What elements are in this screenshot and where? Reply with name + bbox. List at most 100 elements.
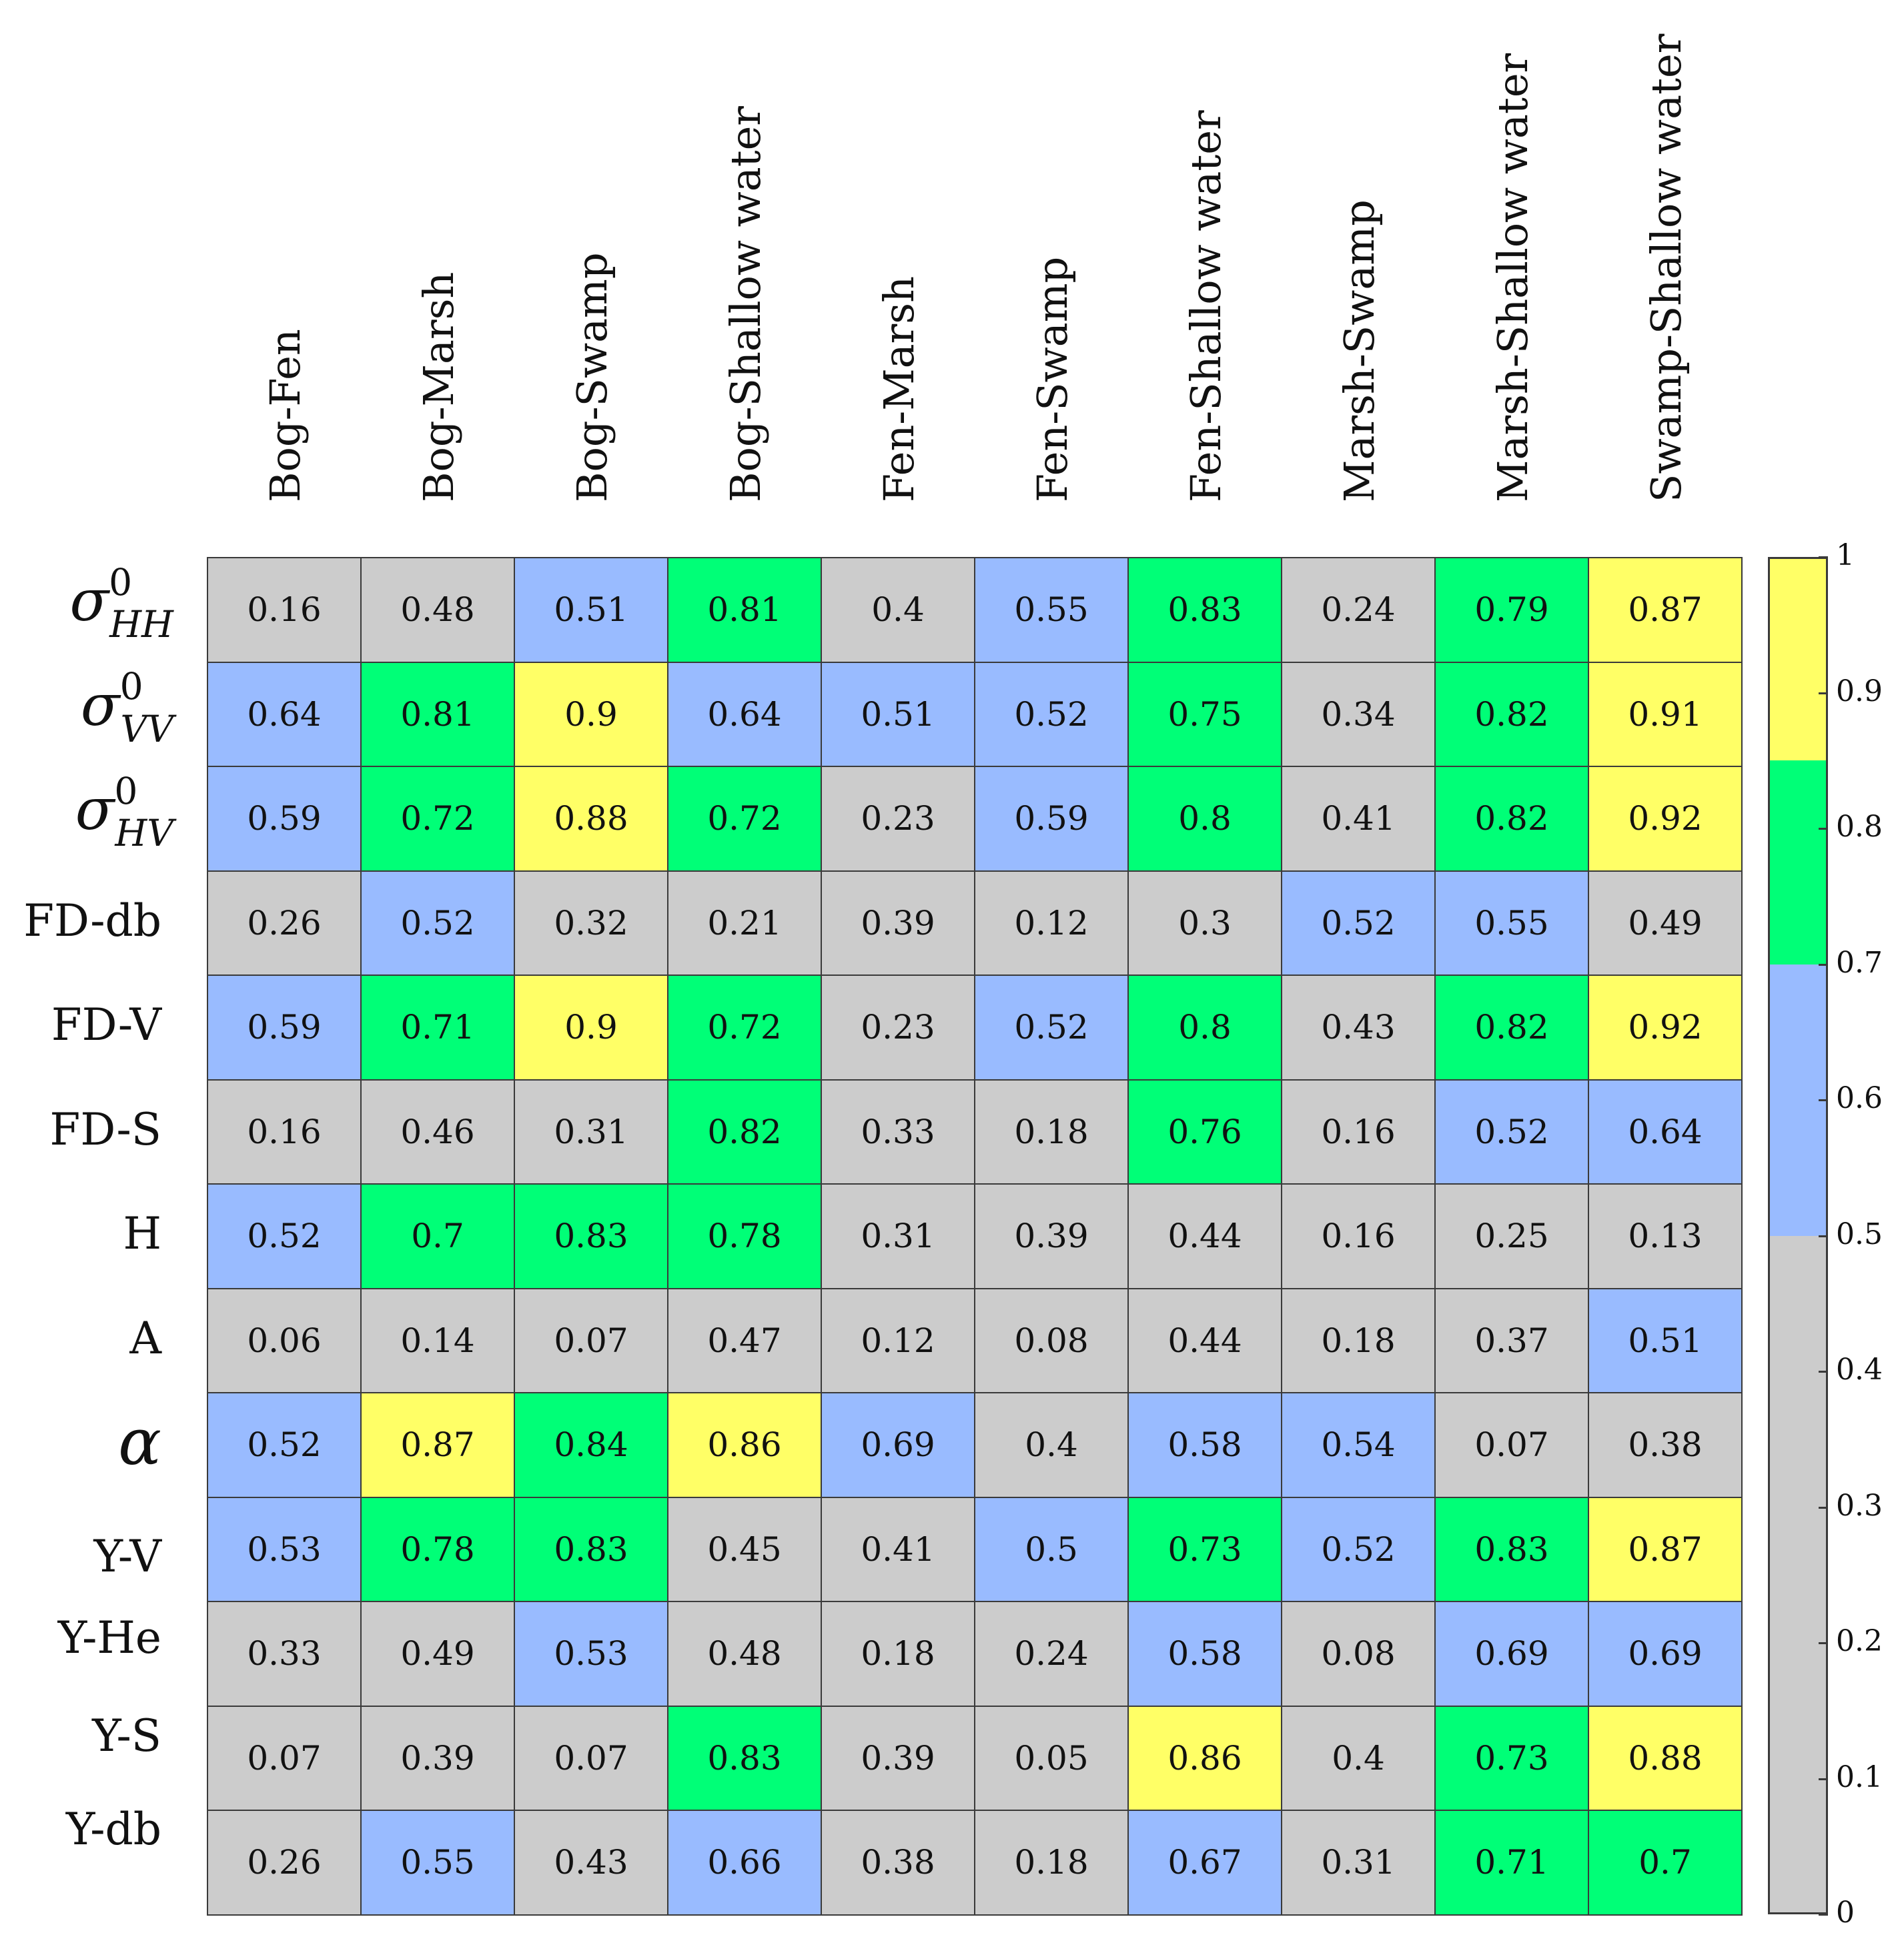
heatmap-cell: 0.26 (207, 1810, 362, 1916)
heatmap-cell: 0.52 (974, 974, 1129, 1081)
heatmap-cell: 0.88 (1588, 1705, 1743, 1811)
heatmap-cell: 0.23 (821, 974, 975, 1081)
heatmap-cell: 0.4 (821, 557, 975, 663)
heatmap-cell: 0.72 (667, 766, 822, 872)
heatmap-cell: 0.49 (1588, 870, 1743, 976)
heatmap-cell: 0.55 (1434, 870, 1589, 976)
colorbar-tick-label: 0 (1836, 1896, 1855, 1930)
colorbar-segment (1768, 1235, 1828, 1914)
heatmap-cell: 0.51 (1588, 1287, 1743, 1393)
heatmap-cell: 0.37 (1434, 1287, 1589, 1393)
column-label: Bog-Swamp (568, 252, 616, 502)
row-label: FD-db (23, 894, 161, 946)
heatmap-cell: 0.59 (207, 766, 362, 872)
heatmap-cell: 0.58 (1127, 1601, 1282, 1707)
row-label-base: σ (80, 672, 120, 739)
row-label: σ0HH (0, 561, 173, 646)
heatmap-cell: 0.64 (667, 661, 822, 767)
heatmap-cell: 0.31 (514, 1079, 668, 1185)
heatmap-cell: 0.43 (514, 1810, 668, 1916)
heatmap-cell: 0.21 (667, 870, 822, 976)
heatmap-cell: 0.9 (514, 661, 668, 767)
row-label-sub: HH (109, 603, 173, 646)
heatmap-cell: 0.71 (1434, 1810, 1589, 1916)
heatmap-cell: 0.31 (821, 1183, 975, 1289)
colorbar-segment (1768, 964, 1828, 1236)
colorbar-tick-label: 0.1 (1836, 1760, 1883, 1794)
heatmap-cell: 0.52 (1434, 1079, 1589, 1185)
heatmap-cell: 0.38 (1588, 1392, 1743, 1498)
heatmap-cell: 0.8 (1127, 766, 1282, 872)
colorbar-tick (1819, 1099, 1828, 1101)
heatmap-cell: 0.52 (207, 1392, 362, 1498)
heatmap-cell: 0.82 (1434, 661, 1589, 767)
row-label: σ0HV (0, 770, 173, 854)
heatmap-cell: 0.7 (1588, 1810, 1743, 1916)
heatmap-cell: 0.66 (667, 1810, 822, 1916)
heatmap-cell: 0.4 (974, 1392, 1129, 1498)
heatmap-cell: 0.26 (207, 870, 362, 976)
heatmap-cell: 0.39 (821, 870, 975, 976)
colorbar-tick (1819, 1506, 1828, 1509)
heatmap-cell: 0.8 (1127, 974, 1282, 1081)
heatmap-cell: 0.71 (360, 974, 515, 1081)
row-label-sup: 0 (114, 769, 138, 812)
heatmap-cell: 0.92 (1588, 766, 1743, 872)
heatmap-cell: 0.9 (514, 974, 668, 1081)
colorbar-tick (1819, 1642, 1828, 1644)
heatmap-cell: 0.3 (1127, 870, 1282, 976)
heatmap-cell: 0.75 (1127, 661, 1282, 767)
heatmap-cell: 0.44 (1127, 1287, 1282, 1393)
heatmap-cell: 0.18 (974, 1079, 1129, 1185)
heatmap-cell: 0.18 (1281, 1287, 1436, 1393)
row-label-base: σ (75, 776, 115, 844)
heatmap-cell: 0.07 (514, 1705, 668, 1811)
heatmap-cell: 0.52 (974, 661, 1129, 767)
colorbar-tick (1819, 692, 1828, 694)
heatmap-cell: 0.23 (821, 766, 975, 872)
heatmap-cell: 0.16 (207, 1079, 362, 1185)
heatmap-cell: 0.52 (360, 870, 515, 976)
column-label: Marsh-Swamp (1335, 199, 1384, 502)
heatmap-cell: 0.83 (1434, 1496, 1589, 1602)
row-label-base: σ (69, 568, 109, 635)
heatmap-cell: 0.49 (360, 1601, 515, 1707)
heatmap-cell: 0.87 (1588, 557, 1743, 663)
row-label: Y-V (93, 1530, 161, 1582)
row-label-sub: VV (120, 707, 173, 750)
row-label: σ0VV (0, 665, 173, 750)
heatmap-cell: 0.31 (1281, 1810, 1436, 1916)
row-label: FD-S (49, 1103, 161, 1155)
heatmap-cell: 0.64 (207, 661, 362, 767)
heatmap-cell: 0.83 (1127, 557, 1282, 663)
column-label: Fen-Marsh (875, 275, 923, 502)
heatmap-cell: 0.39 (360, 1705, 515, 1811)
heatmap-cell: 0.72 (667, 974, 822, 1081)
heatmap-cell: 0.59 (207, 974, 362, 1081)
heatmap-cell: 0.73 (1434, 1705, 1589, 1811)
heatmap-cell: 0.07 (514, 1287, 668, 1393)
heatmap-cell: 0.46 (360, 1079, 515, 1185)
heatmap-cell: 0.12 (974, 870, 1129, 976)
heatmap-cell: 0.41 (1281, 766, 1436, 872)
heatmap-cell: 0.81 (360, 661, 515, 767)
heatmap-cell: 0.58 (1127, 1392, 1282, 1498)
heatmap-cell: 0.87 (360, 1392, 515, 1498)
heatmap-cell: 0.12 (821, 1287, 975, 1393)
colorbar-tick (1819, 1235, 1828, 1237)
heatmap-cell: 0.47 (667, 1287, 822, 1393)
row-label: Y-He (57, 1612, 161, 1664)
heatmap-cell: 0.14 (360, 1287, 515, 1393)
heatmap-cell: 0.51 (821, 661, 975, 767)
heatmap-cell: 0.76 (1127, 1079, 1282, 1185)
heatmap-cell: 0.78 (667, 1183, 822, 1289)
column-label: Marsh-Shallow water (1488, 53, 1537, 502)
heatmap-cell: 0.78 (360, 1496, 515, 1602)
colorbar-tick (1819, 963, 1828, 966)
heatmap-cell: 0.33 (207, 1601, 362, 1707)
column-label: Bog-Marsh (414, 271, 463, 502)
heatmap-cell: 0.24 (1281, 557, 1436, 663)
column-label: Fen-Swamp (1028, 256, 1077, 502)
heatmap-cell: 0.4 (1281, 1705, 1436, 1811)
